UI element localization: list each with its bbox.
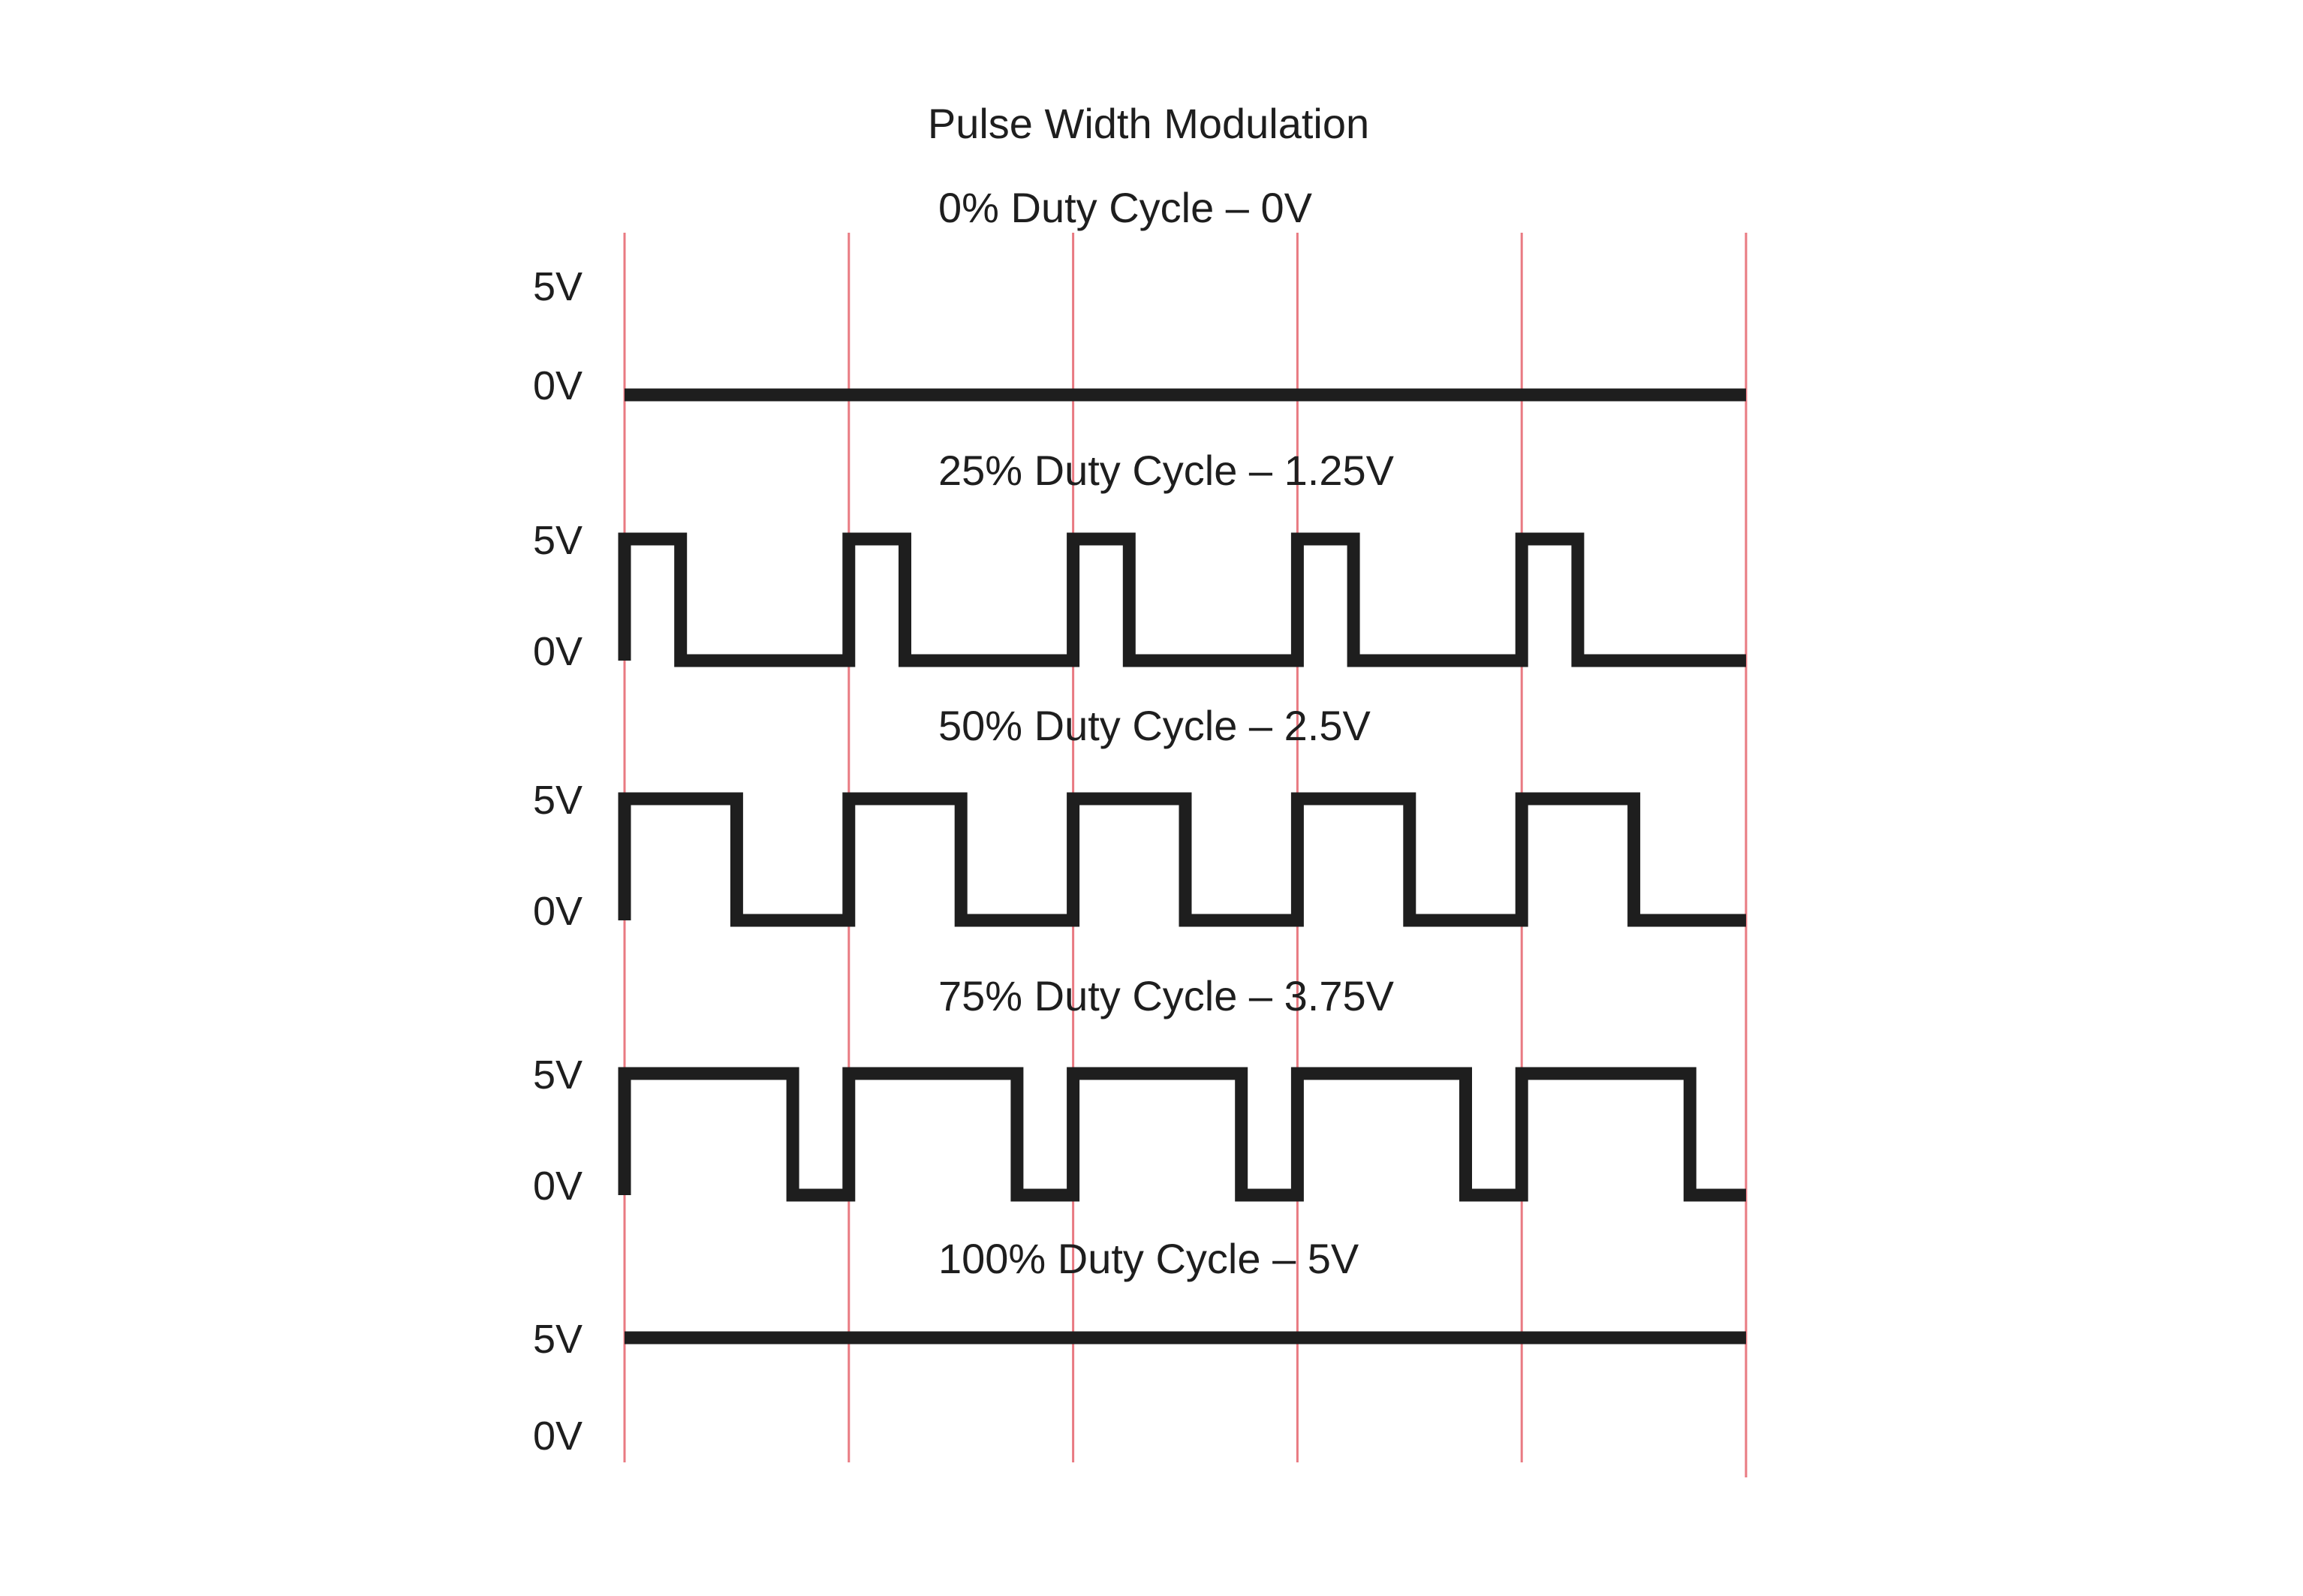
high-level-label: 5V xyxy=(533,264,583,309)
high-level-label: 5V xyxy=(533,1317,583,1362)
low-level-label: 0V xyxy=(533,629,583,674)
duty-cycle-label: 100% Duty Cycle – 5V xyxy=(938,1235,1359,1282)
low-level-label: 0V xyxy=(533,1414,583,1459)
low-level-label: 0V xyxy=(533,1164,583,1209)
waveform-panel: 75% Duty Cycle – 3.75V 5V 0V xyxy=(533,972,1746,1209)
high-level-label: 5V xyxy=(533,518,583,563)
waveform-panel: 0% Duty Cycle – 0V 5V 0V xyxy=(533,184,1746,408)
pwm-waveform xyxy=(618,792,1746,927)
waveform-panel: 25% Duty Cycle – 1.25V 5V 0V xyxy=(533,447,1746,674)
low-level-label: 0V xyxy=(533,363,583,408)
waveform-panel: 100% Duty Cycle – 5V 5V 0V xyxy=(533,1235,1746,1459)
duty-cycle-label: 75% Duty Cycle – 3.75V xyxy=(938,972,1395,1019)
waveform-panel: 50% Duty Cycle – 2.5V 5V 0V xyxy=(533,702,1746,934)
high-level-label: 5V xyxy=(533,1052,583,1098)
diagram-title: Pulse Width Modulation xyxy=(928,100,1369,147)
high-level-label: 5V xyxy=(533,778,583,823)
pwm-waveform xyxy=(618,532,1746,667)
low-level-label: 0V xyxy=(533,889,583,934)
duty-cycle-label: 0% Duty Cycle – 0V xyxy=(938,184,1313,231)
duty-cycle-label: 50% Duty Cycle – 2.5V xyxy=(938,702,1371,749)
duty-cycle-label: 25% Duty Cycle – 1.25V xyxy=(938,447,1395,494)
pwm-waveform xyxy=(618,1067,1746,1202)
